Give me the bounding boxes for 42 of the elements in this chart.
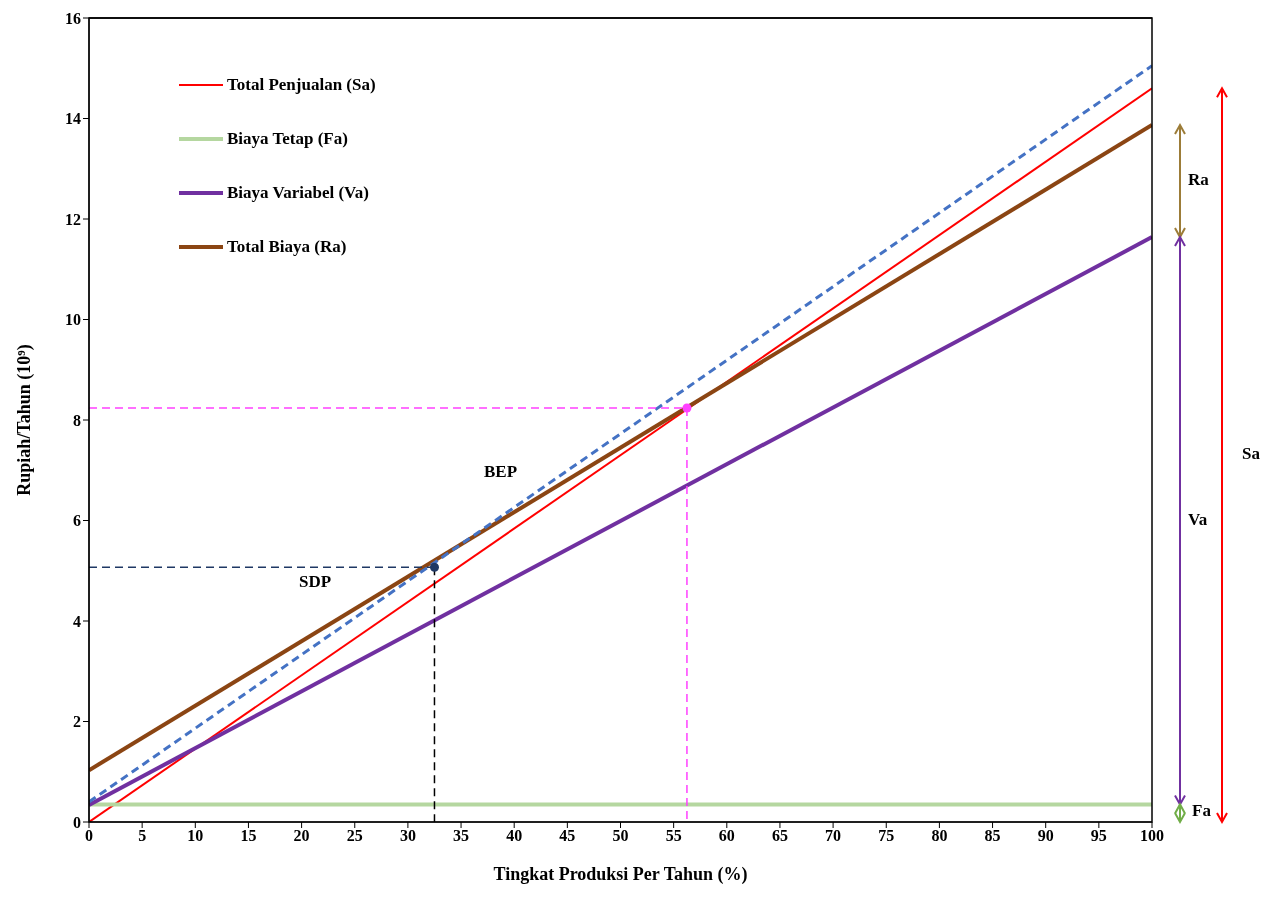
x-tick-label: 80 <box>931 827 948 845</box>
y-tick-label: 10 <box>65 311 81 329</box>
y-tick-label: 6 <box>73 512 81 530</box>
y-tick-label: 14 <box>65 110 81 128</box>
legend-label: Total Biaya (Ra) <box>227 237 347 257</box>
x-tick-label: 50 <box>612 827 629 845</box>
x-tick-label: 35 <box>453 827 470 845</box>
text: Ra <box>1188 169 1210 189</box>
text: Va <box>1188 509 1208 529</box>
x-tick-label: 30 <box>399 827 416 845</box>
x-tick-label: 95 <box>1090 827 1107 845</box>
x-tick-label: 85 <box>984 827 1001 845</box>
legend-label: Total Penjualan (Sa) <box>227 75 376 95</box>
x-tick-label: 55 <box>665 827 682 845</box>
x-tick-label: 10 <box>187 827 204 845</box>
legend-label: Biaya Variabel (Va) <box>227 183 370 203</box>
y-tick-label: 0 <box>73 813 81 831</box>
x-tick-label: 0 <box>85 827 93 845</box>
annotation: BEP <box>484 461 518 481</box>
x-tick-label: 60 <box>718 827 735 845</box>
legend-label: Biaya Tetap (Fa) <box>227 129 348 149</box>
x-axis-title: Tingkat Produksi Per Tahun (%) <box>493 864 748 885</box>
text: Sa <box>1242 444 1261 464</box>
x-tick-label: 100 <box>1140 827 1164 845</box>
x-tick-label: 5 <box>138 827 147 845</box>
y-tick-label: 12 <box>65 210 81 228</box>
x-tick-label: 65 <box>771 827 788 845</box>
x-tick-label: 45 <box>559 827 576 845</box>
x-tick-label: 90 <box>1037 827 1054 845</box>
y-tick-label: 4 <box>73 612 81 630</box>
y-tick-label: 16 <box>65 9 81 27</box>
x-tick-label: 20 <box>293 827 310 845</box>
annotation: SDP <box>299 571 332 591</box>
y-tick-label: 2 <box>73 713 81 731</box>
x-tick-label: 25 <box>346 827 363 845</box>
x-tick-label: 15 <box>240 827 257 845</box>
y-axis-title: Rupiah/Tahun (10⁹) <box>14 344 36 496</box>
x-tick-label: 70 <box>825 827 842 845</box>
y-tick-label: 8 <box>73 411 81 429</box>
text: Fa <box>1192 800 1212 820</box>
x-tick-label: 75 <box>878 827 895 845</box>
x-tick-label: 40 <box>506 827 523 845</box>
